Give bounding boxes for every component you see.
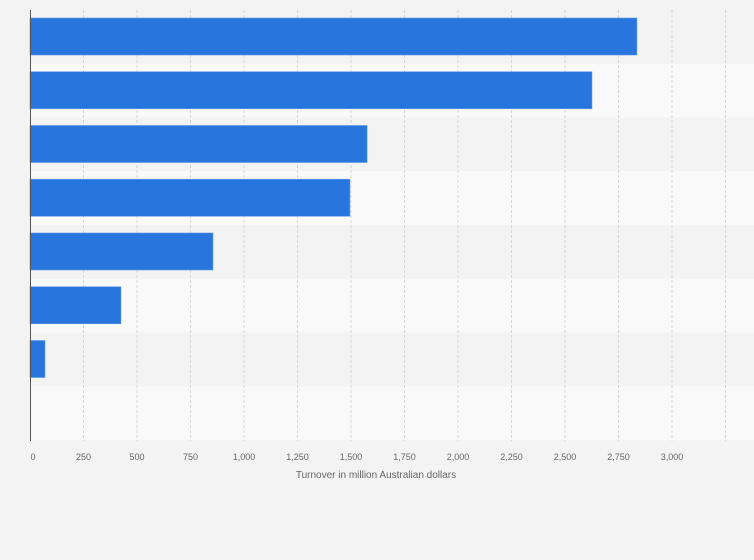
x-tick-label: 2,750 [607,452,630,462]
x-tick-label: 0 [30,452,35,462]
x-tick-label: 750 [183,452,198,462]
x-tick-label: 1,500 [340,452,363,462]
bar[interactable] [29,17,638,56]
x-axis-label: Turnover in million Australian dollars [296,470,456,481]
x-tick-label: 250 [76,452,91,462]
x-tick-label: 2,250 [500,452,523,462]
x-tick-label: 1,750 [393,452,416,462]
row-band [30,332,754,387]
x-tick-label: 500 [129,452,144,462]
row-band [30,278,754,333]
x-tick-label: 2,500 [554,452,577,462]
bar[interactable] [29,178,351,217]
x-tick-label: 1,250 [286,452,309,462]
bar[interactable] [29,286,122,325]
bar[interactable] [29,340,46,378]
x-tick-label: 3,000 [661,452,684,462]
bar[interactable] [29,125,368,163]
x-tick-label: 2,000 [447,452,470,462]
bar[interactable] [29,232,214,271]
row-band [30,386,754,440]
bar[interactable] [29,71,593,110]
x-tick-label: 1,000 [233,452,256,462]
